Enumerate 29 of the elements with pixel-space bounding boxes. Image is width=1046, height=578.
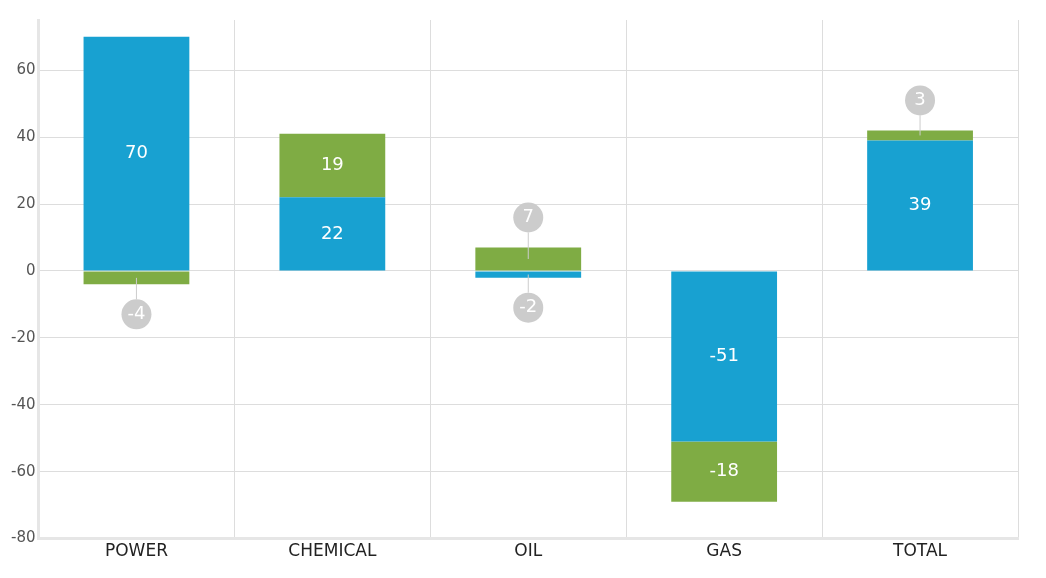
bar — [83, 36, 190, 271]
x-tick-label: POWER — [104, 540, 169, 561]
bar — [867, 140, 973, 271]
y-tick-label: -60 — [11, 461, 36, 480]
y-tick-label: -80 — [11, 528, 36, 547]
x-tick-label: CHEMICAL — [288, 540, 377, 561]
data-label: -51 — [709, 344, 739, 366]
bar — [867, 130, 973, 141]
y-tick-label: 20 — [16, 193, 36, 212]
data-label: 22 — [320, 221, 344, 243]
bar — [671, 271, 778, 442]
y-tick-label: 60 — [16, 60, 36, 79]
bar — [279, 197, 386, 271]
x-tick-label: GAS — [706, 540, 742, 561]
y-tick-label: 0 — [25, 260, 36, 279]
data-label: 19 — [320, 153, 344, 175]
y-tick-label: 40 — [16, 126, 36, 145]
bar — [475, 247, 582, 271]
x-tick-label: TOTAL — [892, 540, 948, 561]
bar — [475, 271, 582, 278]
bar — [83, 271, 190, 285]
data-label: -18 — [709, 459, 739, 481]
y-tick-label: -20 — [11, 327, 36, 346]
data-label: 39 — [908, 193, 932, 215]
data-label: 70 — [125, 141, 148, 163]
x-tick-label: OIL — [514, 540, 543, 561]
y-tick-label: -40 — [11, 394, 36, 413]
bar — [279, 133, 386, 198]
bar — [671, 441, 778, 502]
